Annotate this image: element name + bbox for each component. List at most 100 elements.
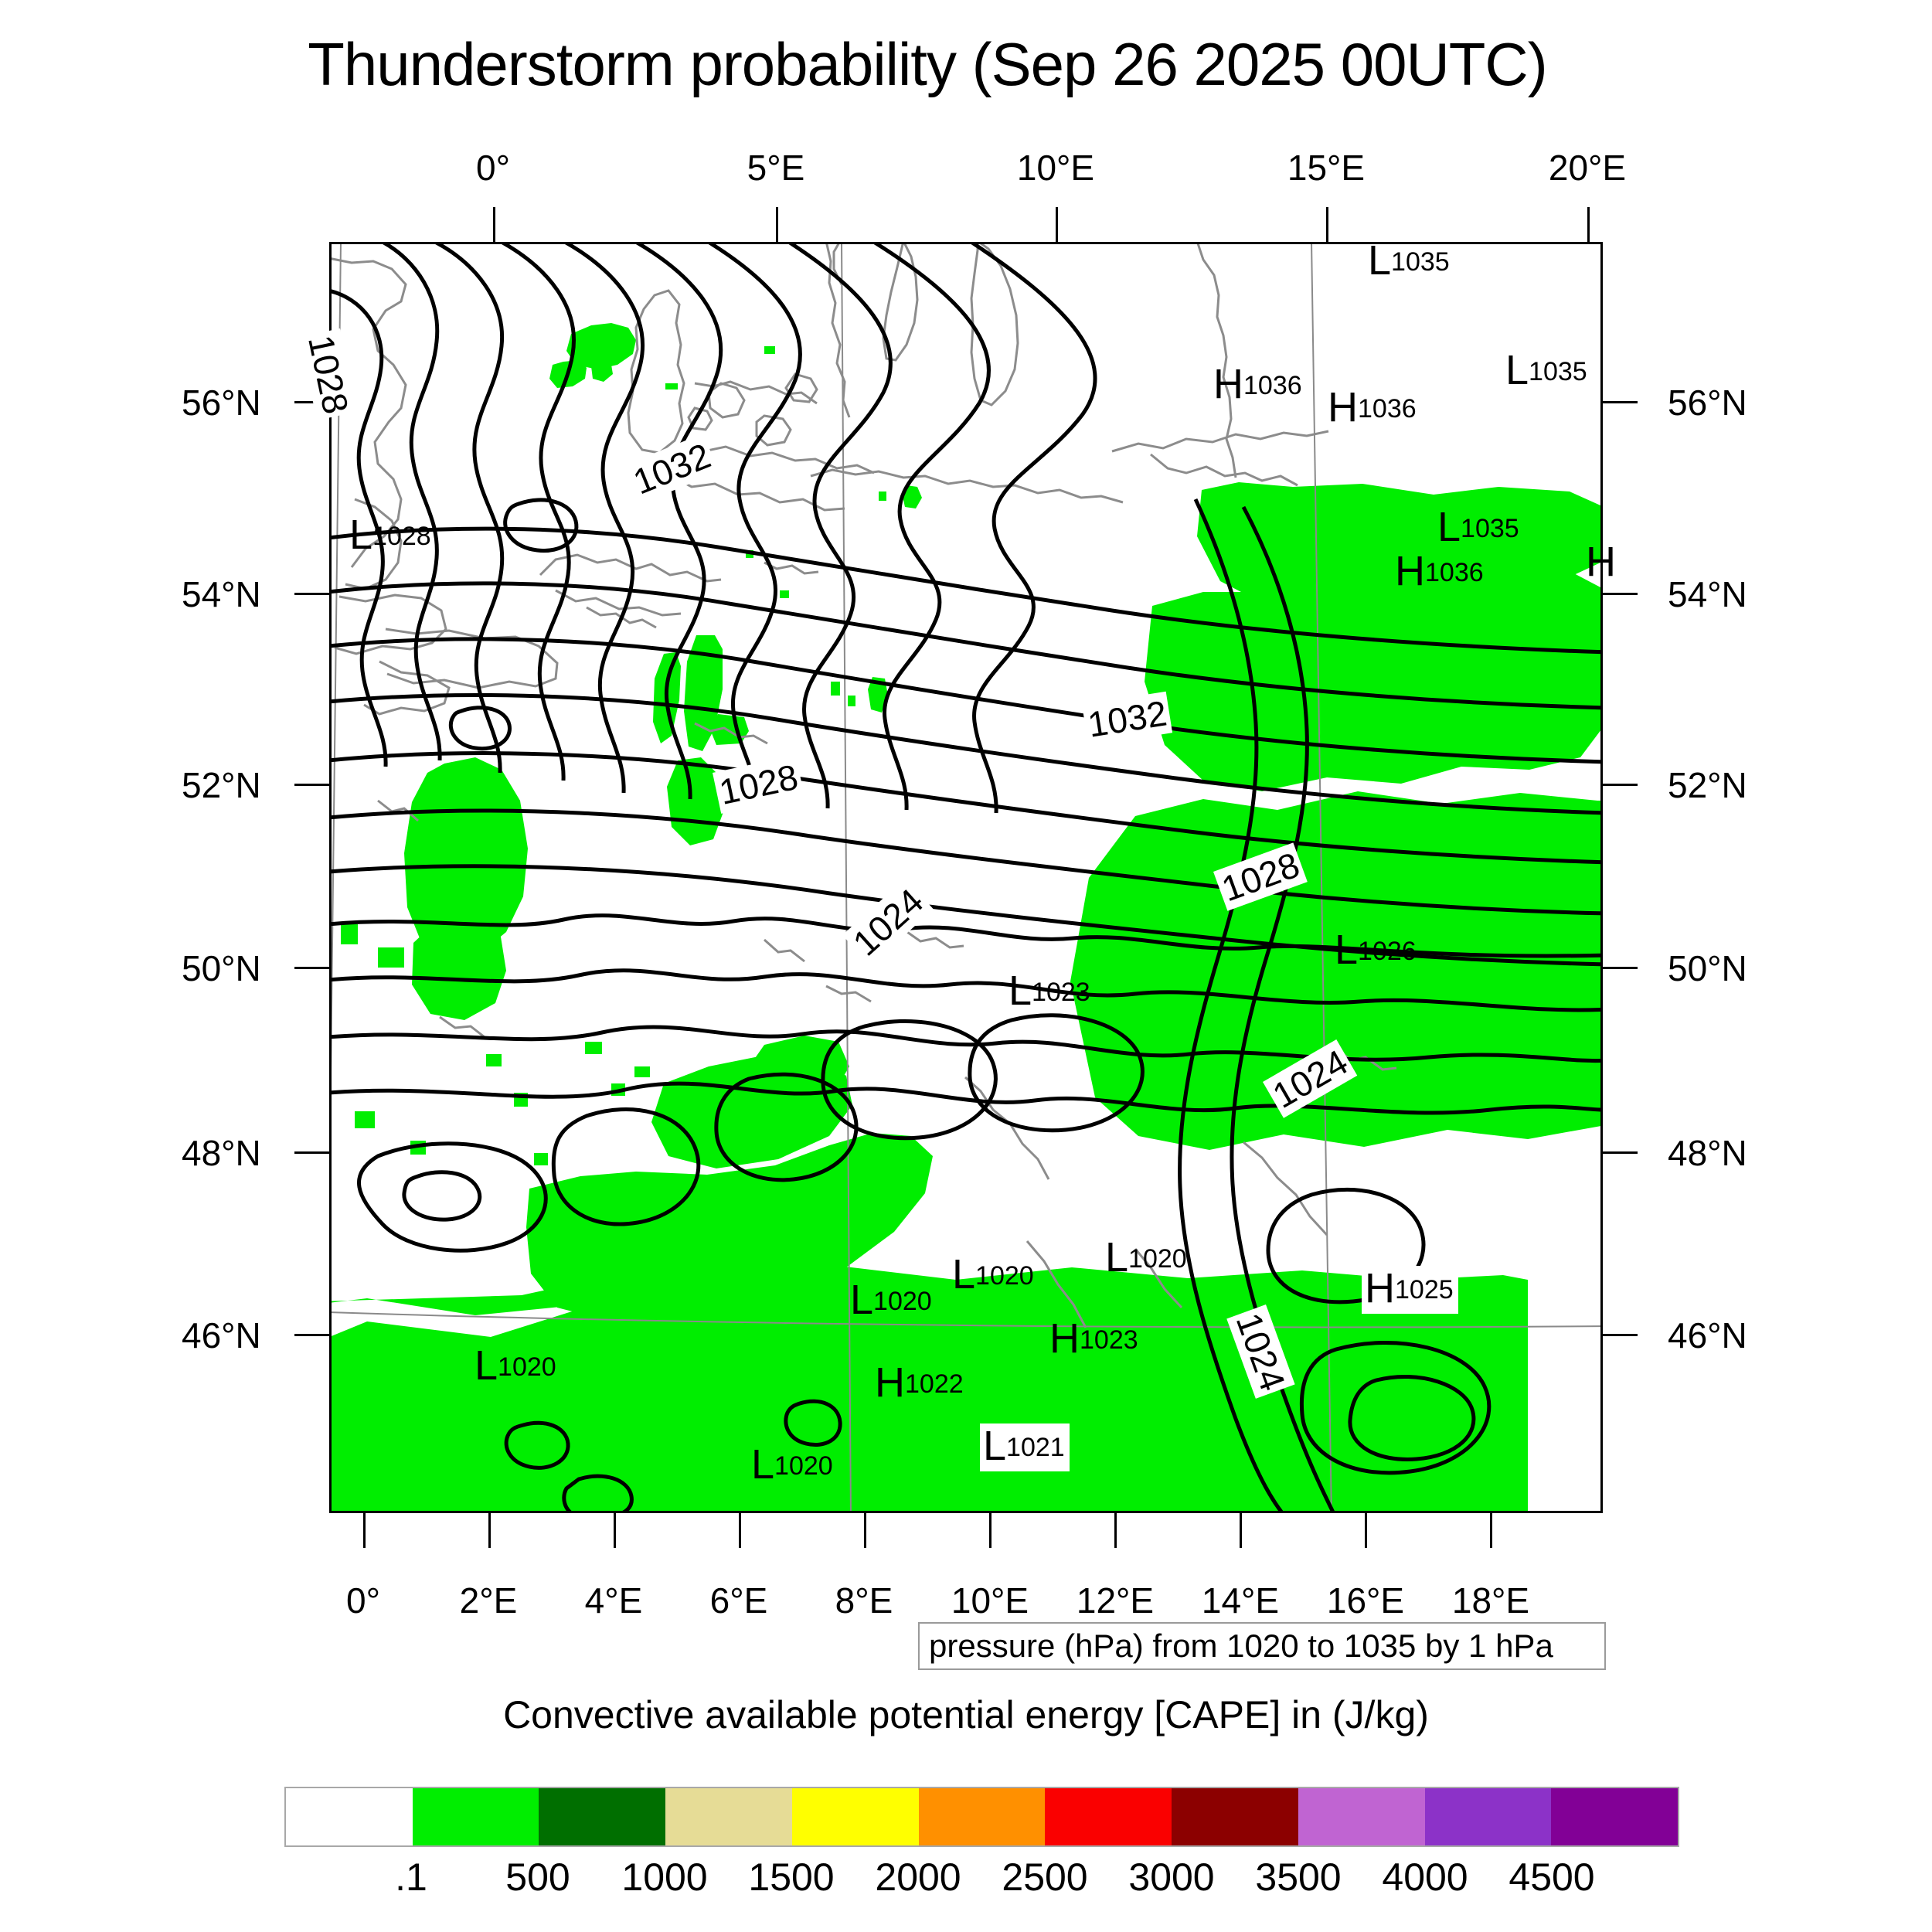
cbar-swatch-5[interactable]	[918, 1788, 1046, 1845]
lon-label-bot-4: 4°E	[584, 1580, 643, 1621]
lat-label-right-50: 50°N	[1668, 948, 1747, 988]
lon-label-bot-12: 12°E	[1076, 1580, 1155, 1621]
low-value: 1035	[1529, 357, 1587, 386]
cbar-swatch-9[interactable]	[1424, 1788, 1552, 1845]
lon-label-bot-18: 18°E	[1451, 1580, 1530, 1621]
low-marker: L	[983, 1423, 1007, 1469]
high-marker: H	[875, 1359, 905, 1406]
pressure-center-H-1022: H1022	[875, 1362, 964, 1403]
high-value: 1025	[1395, 1275, 1454, 1304]
lon-tick-top-5	[776, 207, 778, 242]
pressure-center-H-1025: H1025	[1362, 1266, 1458, 1314]
cbar-swatch-6[interactable]	[1045, 1788, 1172, 1845]
lon-tick-bot-0	[363, 1513, 366, 1548]
lon-tick-bot-12	[1114, 1513, 1117, 1548]
lon-label-bot-2: 2°E	[459, 1580, 518, 1621]
high-value: 1036	[1243, 371, 1302, 400]
pressure-center-L-1020-b: L1020	[952, 1253, 1034, 1295]
high-value: 1022	[905, 1369, 964, 1399]
lon-tick-bot-14	[1240, 1513, 1242, 1548]
lon-label-bot-10: 10°E	[951, 1580, 1029, 1621]
lat-tick-left-50	[294, 967, 329, 969]
lat-tick-left-56	[294, 401, 329, 403]
lat-tick-right-50	[1603, 967, 1638, 969]
low-marker: L	[1009, 968, 1032, 1014]
lat-label-right-46: 46°N	[1668, 1315, 1747, 1355]
lat-label-right-54: 54°N	[1668, 574, 1747, 614]
cbar-swatch-0[interactable]	[286, 1788, 413, 1845]
cbar-swatch-3[interactable]	[665, 1788, 792, 1845]
pressure-center-H-1023: H1023	[1049, 1318, 1138, 1359]
colorbar-tick-labels: .1 500 1000 1500 2000 2500 3000 3500 400…	[284, 1855, 1679, 1901]
high-marker: H	[1049, 1315, 1080, 1362]
lat-tick-right-48	[1603, 1151, 1638, 1154]
pressure-interval-note: pressure (hPa) from 1020 to 1035 by 1 hP…	[918, 1622, 1606, 1670]
cbar-label-0: .1	[395, 1855, 427, 1899]
lat-label-left-50: 50°N	[182, 948, 261, 988]
low-value: 1020	[1128, 1244, 1187, 1274]
cbar-swatch-10[interactable]	[1551, 1788, 1679, 1845]
high-marker: H	[1586, 539, 1616, 585]
pressure-center-H-1036-c: H1036	[1395, 550, 1484, 592]
pressure-center-H-1036-a: H1036	[1213, 363, 1302, 405]
high-value: 1023	[1080, 1325, 1138, 1355]
lat-tick-right-54	[1603, 593, 1638, 595]
low-value: 1020	[498, 1352, 556, 1382]
lon-tick-top-0	[493, 207, 495, 242]
high-marker: H	[1365, 1265, 1395, 1311]
cbar-swatch-7[interactable]	[1172, 1788, 1298, 1845]
low-marker: L	[850, 1277, 874, 1323]
low-marker: L	[1335, 927, 1359, 973]
lon-label-top-10: 10°E	[1016, 148, 1095, 188]
cbar-label-4: 2000	[875, 1855, 961, 1899]
cbar-swatch-1[interactable]	[412, 1788, 539, 1845]
page-title: Thunderstorm probability (Sep 26 2025 00…	[308, 30, 1547, 98]
cbar-swatch-8[interactable]	[1298, 1788, 1425, 1845]
lat-tick-right-56	[1603, 401, 1638, 403]
pressure-center-L-1020-e: L1020	[751, 1444, 833, 1485]
lat-tick-left-54	[294, 593, 329, 595]
pressure-center-H-1036-edge: H	[1586, 541, 1616, 583]
lon-label-bot-8: 8°E	[835, 1580, 893, 1621]
high-value: 1036	[1425, 558, 1484, 587]
cbar-swatch-2[interactable]	[539, 1788, 666, 1845]
pressure-center-L-1021: L1021	[980, 1423, 1070, 1471]
high-marker: H	[1213, 361, 1243, 407]
lat-label-left-52: 52°N	[182, 765, 261, 805]
low-marker: L	[1505, 347, 1529, 393]
high-marker: H	[1328, 384, 1358, 430]
lon-tick-top-15	[1326, 207, 1328, 242]
low-marker: L	[1368, 237, 1392, 284]
lon-tick-bot-16	[1365, 1513, 1367, 1548]
pressure-center-L-1028: L1028	[349, 514, 431, 556]
map-canvas	[332, 244, 1600, 1511]
lon-tick-top-20	[1587, 207, 1590, 242]
pressure-center-L-1035-se: L1035	[1437, 506, 1519, 548]
low-marker: L	[349, 512, 373, 558]
lon-tick-bot-8	[864, 1513, 866, 1548]
cbar-label-5: 2500	[1002, 1855, 1088, 1899]
pressure-center-L-1026: L1026	[1335, 929, 1417, 971]
cbar-label-3: 1500	[748, 1855, 835, 1899]
isobar-layer	[332, 244, 1600, 1511]
pressure-center-L-1020-a: L1020	[850, 1279, 932, 1321]
cbar-label-9: 4500	[1509, 1855, 1595, 1899]
low-value: 1021	[1006, 1433, 1065, 1462]
pressure-center-L-1023: L1023	[1009, 970, 1090, 1012]
low-marker: L	[1437, 504, 1461, 550]
lat-label-left-46: 46°N	[182, 1315, 261, 1355]
map-plot-area[interactable]	[329, 242, 1603, 1513]
cape-colorbar[interactable]	[284, 1787, 1679, 1847]
lon-label-top-0: 0°	[476, 148, 510, 188]
low-value: 1035	[1461, 514, 1519, 543]
lon-label-bot-0: 0°	[346, 1580, 380, 1621]
cbar-swatch-4[interactable]	[791, 1788, 919, 1845]
lon-tick-top-10	[1056, 207, 1058, 242]
lat-label-left-48: 48°N	[182, 1133, 261, 1173]
high-marker: H	[1395, 548, 1425, 594]
lon-tick-bot-2	[488, 1513, 491, 1548]
cbar-label-6: 3000	[1128, 1855, 1215, 1899]
lat-label-left-54: 54°N	[182, 574, 261, 614]
lon-tick-bot-18	[1490, 1513, 1492, 1548]
